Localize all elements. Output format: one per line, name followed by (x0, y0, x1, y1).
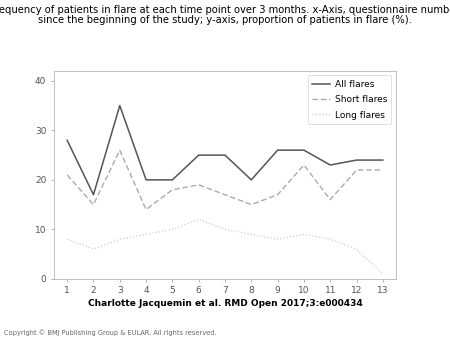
All flares (354, 158, 359, 162)
All flares (117, 103, 122, 107)
Long flares (301, 232, 306, 236)
All flares (328, 163, 333, 167)
Long flares (91, 247, 96, 251)
All flares (91, 193, 96, 197)
Text: Open: Open (381, 320, 411, 330)
Long flares (354, 247, 359, 251)
All flares (196, 153, 202, 157)
Short flares (64, 173, 70, 177)
All flares (144, 178, 149, 182)
Long flares (170, 227, 175, 232)
Short flares (196, 183, 202, 187)
All flares (380, 158, 386, 162)
All flares (222, 153, 228, 157)
Text: Frequency of patients in flare at each time point over 3 months. x-Axis, questio: Frequency of patients in flare at each t… (0, 5, 450, 15)
Long flares (222, 227, 228, 232)
Short flares (170, 188, 175, 192)
Short flares (301, 163, 306, 167)
Short flares (222, 193, 228, 197)
All flares (248, 178, 254, 182)
Long flares (64, 237, 70, 241)
All flares (275, 148, 280, 152)
Line: Long flares: Long flares (67, 219, 383, 274)
Long flares (248, 232, 254, 236)
Short flares (91, 202, 96, 207)
Long flares (328, 237, 333, 241)
Long flares (144, 232, 149, 236)
Short flares (248, 202, 254, 207)
Long flares (380, 272, 386, 276)
Long flares (196, 217, 202, 221)
Line: Short flares: Short flares (67, 150, 383, 210)
Short flares (275, 193, 280, 197)
Text: RMD: RMD (381, 305, 411, 318)
Long flares (275, 237, 280, 241)
Long flares (117, 237, 122, 241)
All flares (170, 178, 175, 182)
Text: Charlotte Jacquemin et al. RMD Open 2017;3:e000434: Charlotte Jacquemin et al. RMD Open 2017… (88, 299, 362, 308)
Text: since the beginning of the study; y-axis, proportion of patients in flare (%).: since the beginning of the study; y-axis… (38, 15, 412, 25)
Short flares (328, 198, 333, 202)
All flares (301, 148, 306, 152)
Legend: All flares, Short flares, Long flares: All flares, Short flares, Long flares (307, 75, 392, 124)
All flares (64, 138, 70, 142)
Text: Copyright © BMJ Publishing Group & EULAR. All rights reserved.: Copyright © BMJ Publishing Group & EULAR… (4, 330, 217, 336)
Line: All flares: All flares (67, 105, 383, 195)
Short flares (380, 168, 386, 172)
Short flares (354, 168, 359, 172)
Short flares (117, 148, 122, 152)
Short flares (144, 208, 149, 212)
